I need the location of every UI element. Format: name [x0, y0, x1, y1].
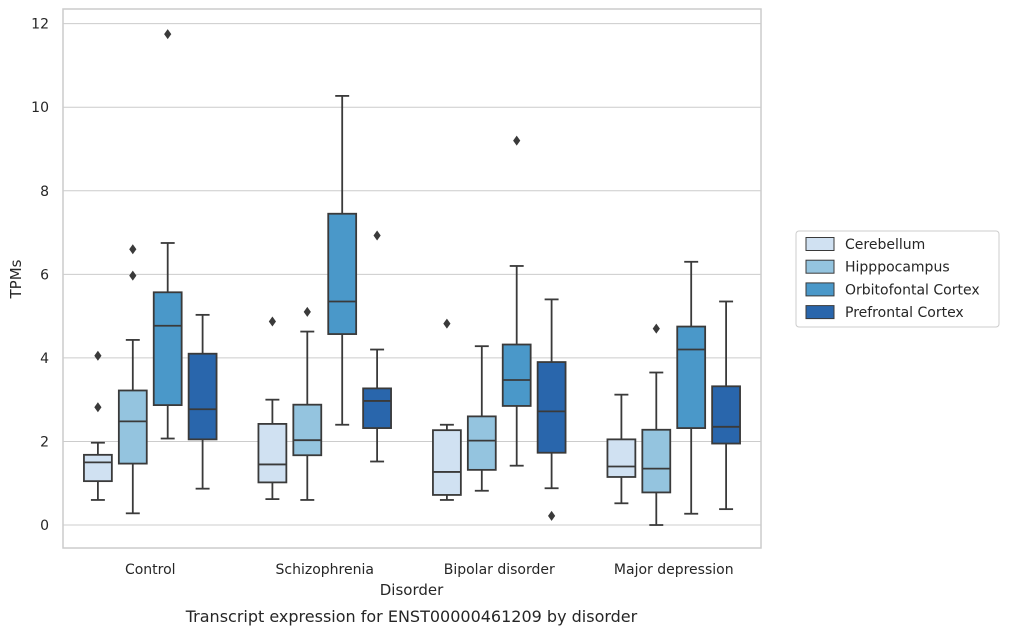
legend-label: Orbitofontal Cortex — [845, 282, 980, 298]
box-iqr — [501, 343, 532, 407]
x-axis-label: Disorder — [380, 581, 444, 599]
y-axis-label: TPMs — [7, 259, 25, 299]
legend-swatch — [805, 259, 835, 274]
legend-swatch — [805, 305, 835, 320]
outlier-point — [129, 244, 137, 255]
box-iqr — [257, 423, 288, 484]
outlier-point — [443, 318, 451, 329]
outlier-point — [94, 402, 102, 413]
legend-swatch — [805, 282, 835, 297]
box-1-2 — [327, 95, 358, 426]
box-iqr — [83, 453, 113, 483]
plot-frame — [62, 8, 762, 549]
y-tick-label: 4 — [40, 351, 49, 367]
box-2-0 — [432, 318, 462, 501]
x-tick-label: Schizophrenia — [276, 562, 374, 578]
y-tick-label: 2 — [40, 434, 49, 450]
box-2-3 — [536, 298, 567, 521]
box-iqr — [117, 389, 148, 465]
box-1-1 — [292, 306, 323, 501]
outlier-point — [548, 510, 556, 521]
box-iqr — [711, 385, 741, 445]
box-3-3 — [711, 300, 741, 511]
y-tick-label: 12 — [31, 17, 49, 33]
y-tick-label: 8 — [40, 184, 49, 200]
box-0-2 — [152, 29, 183, 440]
box-iqr — [292, 403, 323, 457]
outlier-point — [373, 230, 381, 241]
box-3-0 — [606, 393, 637, 505]
y-tick-label: 10 — [31, 100, 49, 116]
legend-frame — [795, 230, 1000, 328]
outlier-point — [513, 135, 521, 146]
y-tick-label: 0 — [40, 518, 49, 534]
box-iqr — [641, 428, 672, 494]
box-series-group — [83, 29, 741, 526]
box-0-1 — [117, 244, 148, 515]
box-2-2 — [501, 135, 532, 467]
box-0-3 — [187, 313, 218, 490]
legend-label: Prefrontal Cortex — [845, 305, 964, 321]
box-iqr — [536, 361, 567, 454]
legend-label: Cerebellum — [845, 237, 925, 253]
box-iqr — [362, 387, 392, 429]
outlier-point — [94, 350, 102, 361]
outlier-point — [268, 316, 276, 327]
box-3-2 — [676, 260, 707, 515]
box-1-0 — [257, 316, 288, 501]
legend-swatch — [805, 237, 835, 251]
y-tick-label: 6 — [40, 267, 49, 283]
legend-label: Hipppocampus — [845, 260, 950, 276]
box-iqr — [606, 438, 637, 478]
box-iqr — [152, 291, 183, 407]
legend: Cerebellum Hipppocampus Orbitofontal Corte… — [795, 230, 1000, 328]
x-tick-label: Bipolar disorder — [444, 562, 555, 578]
box-1-3 — [362, 230, 392, 463]
box-iqr — [466, 415, 497, 471]
chart-caption: Transcript expression for ENST0000046120… — [185, 607, 638, 626]
outlier-point — [303, 306, 311, 317]
outlier-point — [164, 29, 172, 40]
box-0-0 — [83, 350, 113, 501]
box-iqr — [432, 429, 462, 496]
x-tick-label: Major depression — [614, 562, 734, 578]
y-tick-labels: 0 2 4 6 8 10 12 — [31, 17, 49, 534]
x-tick-label: Control — [125, 562, 176, 578]
box-3-1 — [641, 323, 672, 526]
x-tick-labels: Control Schizophrenia Bipolar disorder Majo… — [125, 562, 734, 578]
box-iqr — [327, 212, 358, 335]
box-iqr — [187, 352, 218, 441]
outlier-point — [129, 270, 137, 281]
box-2-1 — [466, 345, 497, 492]
outlier-point — [652, 323, 660, 334]
box-iqr — [676, 325, 707, 429]
